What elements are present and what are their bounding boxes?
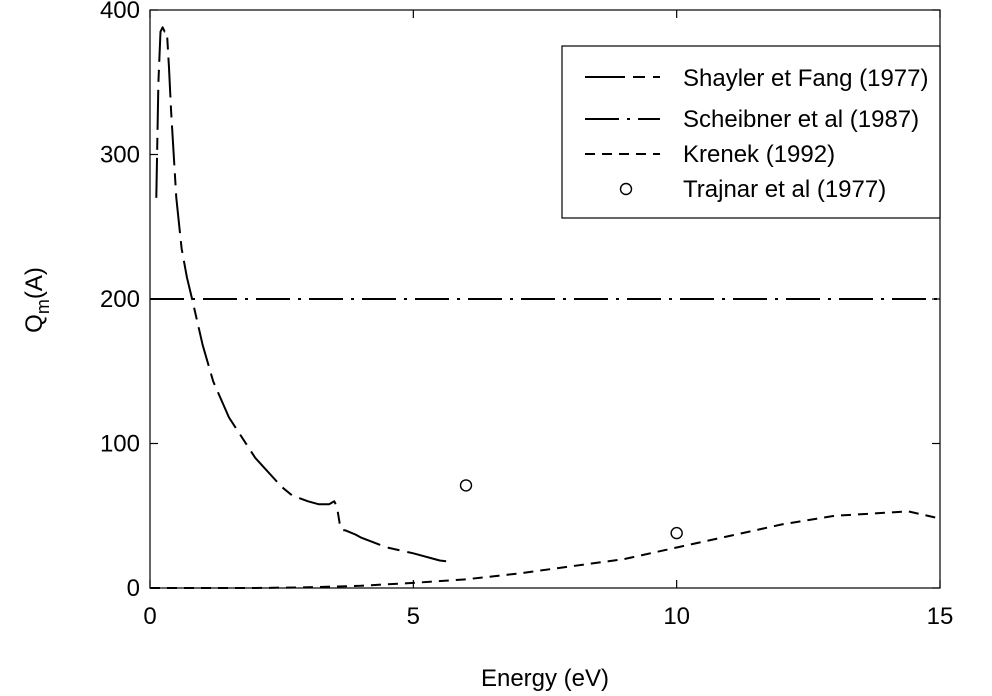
data-point-trajnar: [670, 526, 683, 540]
legend-label-trajnar: Trajnar et al (1977): [683, 176, 886, 203]
y-tick-label: 200: [100, 286, 140, 313]
tick-labels: 0 5 10 15 0 100 200 300 400: [100, 0, 953, 630]
series-line-krenek: [150, 510, 941, 589]
y-tick-label: 100: [100, 431, 140, 458]
x-tick-label: 0: [143, 603, 156, 630]
x-tick-label: 5: [407, 603, 420, 630]
legend-label-krenek: Krenek (1992): [683, 141, 835, 168]
data-point-trajnar: [459, 479, 473, 492]
svg-text:Qm(A): Qm(A): [21, 267, 53, 333]
legend-label-shayler: Shayler et Fang (1977): [683, 65, 928, 92]
x-tick-label: 10: [663, 603, 690, 630]
x-axis-label: Energy (eV): [481, 665, 609, 692]
y-tick-label: 300: [100, 142, 140, 169]
series-layer: [150, 26, 941, 589]
y-tick-label: 400: [100, 0, 140, 24]
y-tick-label: 0: [127, 575, 140, 602]
legend: Shayler et Fang (1977) Scheibner et al (…: [561, 45, 941, 219]
y-axis-label-suffix: (A): [21, 267, 48, 299]
series-line-shayler: [155, 26, 453, 563]
legend-marker-trajnar: [619, 182, 633, 196]
y-axis-label-subscript: m: [33, 299, 53, 314]
legend-label-scheibner: Scheibner et al (1987): [683, 106, 919, 133]
x-tick-label: 15: [927, 603, 954, 630]
y-axis-label-main: Q: [21, 314, 48, 333]
y-axis-label: Qm(A): [21, 267, 53, 333]
